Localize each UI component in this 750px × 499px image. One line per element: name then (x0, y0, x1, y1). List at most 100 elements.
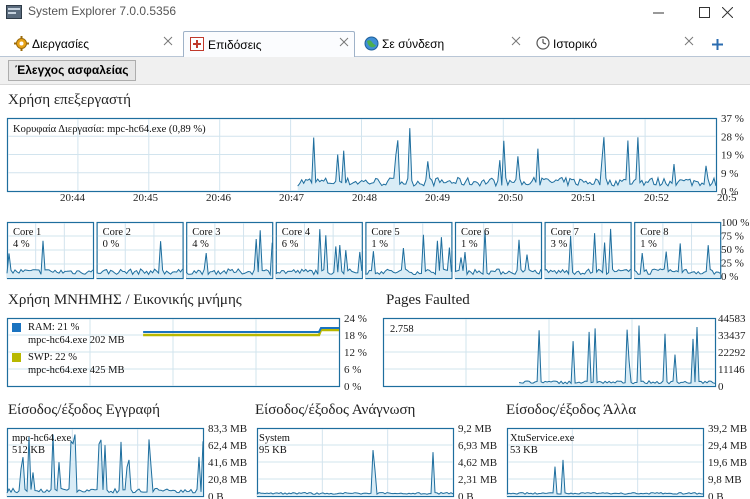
io_write-activity-area (7, 434, 203, 496)
tab-close-icon[interactable] (163, 36, 173, 46)
cpu-x-tick: 20:48 (352, 192, 378, 204)
cores-y-tick: 75 % (721, 231, 744, 243)
tab-history-label: Ιστορικό (553, 37, 598, 51)
close-button[interactable] (704, 0, 750, 25)
pages-faulted-area (519, 325, 715, 386)
io-read-title: Είσοδος/έξοδος Ανάγνωση (255, 402, 416, 418)
io-other-process: XtuService.exe (510, 433, 575, 444)
tab-performance[interactable]: Επιδόσεις (183, 31, 355, 57)
io_read-y-tick: 0 B (458, 491, 474, 499)
tab-close-icon[interactable] (684, 36, 694, 46)
swp-top-process: mpc-hc64.exe 425 MB (28, 365, 125, 376)
io_other-y-tick: 19,6 MB (708, 457, 747, 469)
cores-y-tick: 50 % (721, 244, 744, 256)
core-usage-line (365, 234, 452, 276)
security-check-button[interactable]: Έλεγχος ασφαλείας (8, 60, 136, 81)
pages-faulted-y-tick: 22292 (718, 347, 746, 359)
io-read-graph: 9,2 MB 6,93 MB 4,62 MB 2,31 MB 0 B (256, 423, 497, 499)
io_other-y-tick: 9,8 MB (708, 474, 742, 486)
cpu-x-tick: 20:45 (133, 192, 159, 204)
pages-faulted-y-tick: 33437 (718, 330, 746, 342)
cpu-x-tick: 20:49 (425, 192, 451, 204)
core-name: Core 5 (371, 227, 400, 238)
io_other-y-tick: 29,4 MB (708, 440, 747, 452)
pages-faulted-value: 2.758 (390, 324, 414, 335)
toolbar: Έλεγχος ασφαλείας (0, 57, 750, 85)
cpu-usage-line (297, 128, 717, 188)
cpu-x-tick: 20:51 (571, 192, 596, 204)
io-read-process: System (259, 433, 290, 444)
io-other-title: Είσοδος/έξοδος Άλλα (506, 402, 637, 418)
cpu-y-tick: 28 % (721, 131, 744, 143)
io_read-y-tick: 9,2 MB (458, 423, 492, 435)
maximize-icon (698, 7, 710, 18)
memory-y-tick: 0 % (344, 381, 361, 393)
io-write-title: Είσοδος/έξοδος Εγγραφή (8, 402, 160, 418)
cores-y-tick: 100 % (721, 217, 749, 229)
core-value: 4 % (13, 239, 30, 250)
io-write-graph: 83,3 MB 62,4 MB 41,6 MB 20,8 MB 0 B (6, 423, 247, 499)
io_write-activity-line (6, 434, 204, 494)
io-read-value: 95 KB (259, 445, 287, 456)
minimize-button[interactable] (635, 0, 681, 25)
maximize-button[interactable] (681, 0, 727, 25)
io_other-activity-line (506, 459, 704, 495)
minimize-icon (652, 12, 664, 14)
core-value: 4 % (192, 239, 209, 250)
ram-legend-swatch (12, 323, 21, 332)
core-name: Core 1 (13, 227, 42, 238)
tab-online[interactable]: Σε σύνδεση (358, 31, 530, 57)
core-value: 6 % (281, 239, 299, 250)
io_read-y-tick: 6,93 MB (458, 440, 497, 452)
core-usage-line (275, 229, 363, 276)
app-icon (6, 5, 22, 19)
cpu-usage-area (297, 128, 716, 191)
cpu-y-tick: 19 % (721, 150, 744, 162)
core-value: 0 % (102, 239, 120, 250)
swp-line (143, 328, 339, 337)
core-name: Core 3 (192, 227, 221, 238)
tab-processes[interactable]: Διεργασίες (8, 31, 180, 57)
cpu-top-process: Κορυφαία Διεργασία: mpc-hc64.exe (0,89 %… (13, 124, 206, 135)
io_write-y-tick: 20,8 MB (208, 474, 247, 486)
pages-faulted-graph: 44583 33437 22292 11146 0 (382, 313, 746, 393)
io_read-activity-line (256, 450, 454, 496)
io-write-process: mpc-hc64.exe (12, 433, 72, 444)
core-usage-line (633, 243, 721, 276)
cpu-usage-graph: 37 % 28 % 19 % 9 % 0 % 20:44 20:45 20:46 20:47 20… (6, 113, 744, 204)
core-name: Core 4 (281, 227, 311, 238)
core-usage-area (186, 230, 273, 278)
core-usage-area (634, 243, 721, 278)
swp-legend-swatch (12, 353, 21, 362)
memory-y-tick: 6 % (344, 364, 361, 376)
ram-top-process: mpc-hc64.exe 202 MB (28, 335, 125, 346)
globe-icon (364, 36, 379, 51)
tab-history[interactable]: Ιστορικό (533, 31, 705, 57)
core-usage-line (96, 241, 184, 276)
pages-faulted-line (519, 325, 716, 385)
core-value: 3 % (550, 239, 568, 250)
tab-close-icon[interactable] (339, 37, 349, 47)
close-icon (721, 7, 733, 18)
cores-y-tick: 25 % (721, 258, 744, 270)
io-other-value: 53 KB (510, 445, 538, 456)
cores-y-tick: 0 % (721, 271, 738, 283)
core-usage-area (365, 234, 452, 278)
memory-y-tick: 24 % (344, 313, 367, 325)
cpu-x-tick: 20:52 (644, 192, 669, 204)
ram-label: RAM: 21 % (28, 322, 80, 333)
memory-y-tick: 18 % (344, 330, 367, 342)
core-usage-line (185, 230, 273, 277)
io-write-value: 512 KB (12, 445, 45, 456)
io_read-y-tick: 4,62 MB (458, 457, 497, 469)
io-other-graph: 39,2 MB 29,4 MB 19,6 MB 9,8 MB 0 B (506, 423, 747, 499)
io_write-y-tick: 83,3 MB (208, 423, 247, 435)
io_read-activity-area (257, 450, 453, 496)
tab-close-icon[interactable] (511, 36, 521, 46)
clock-icon (536, 36, 550, 50)
performance-icon (190, 37, 204, 51)
core-value: 1 % (371, 239, 389, 250)
io_write-y-tick: 41,6 MB (208, 457, 247, 469)
window-title: System Explorer 7.0.0.5356 (28, 4, 177, 18)
add-tab-icon[interactable] (712, 39, 723, 50)
